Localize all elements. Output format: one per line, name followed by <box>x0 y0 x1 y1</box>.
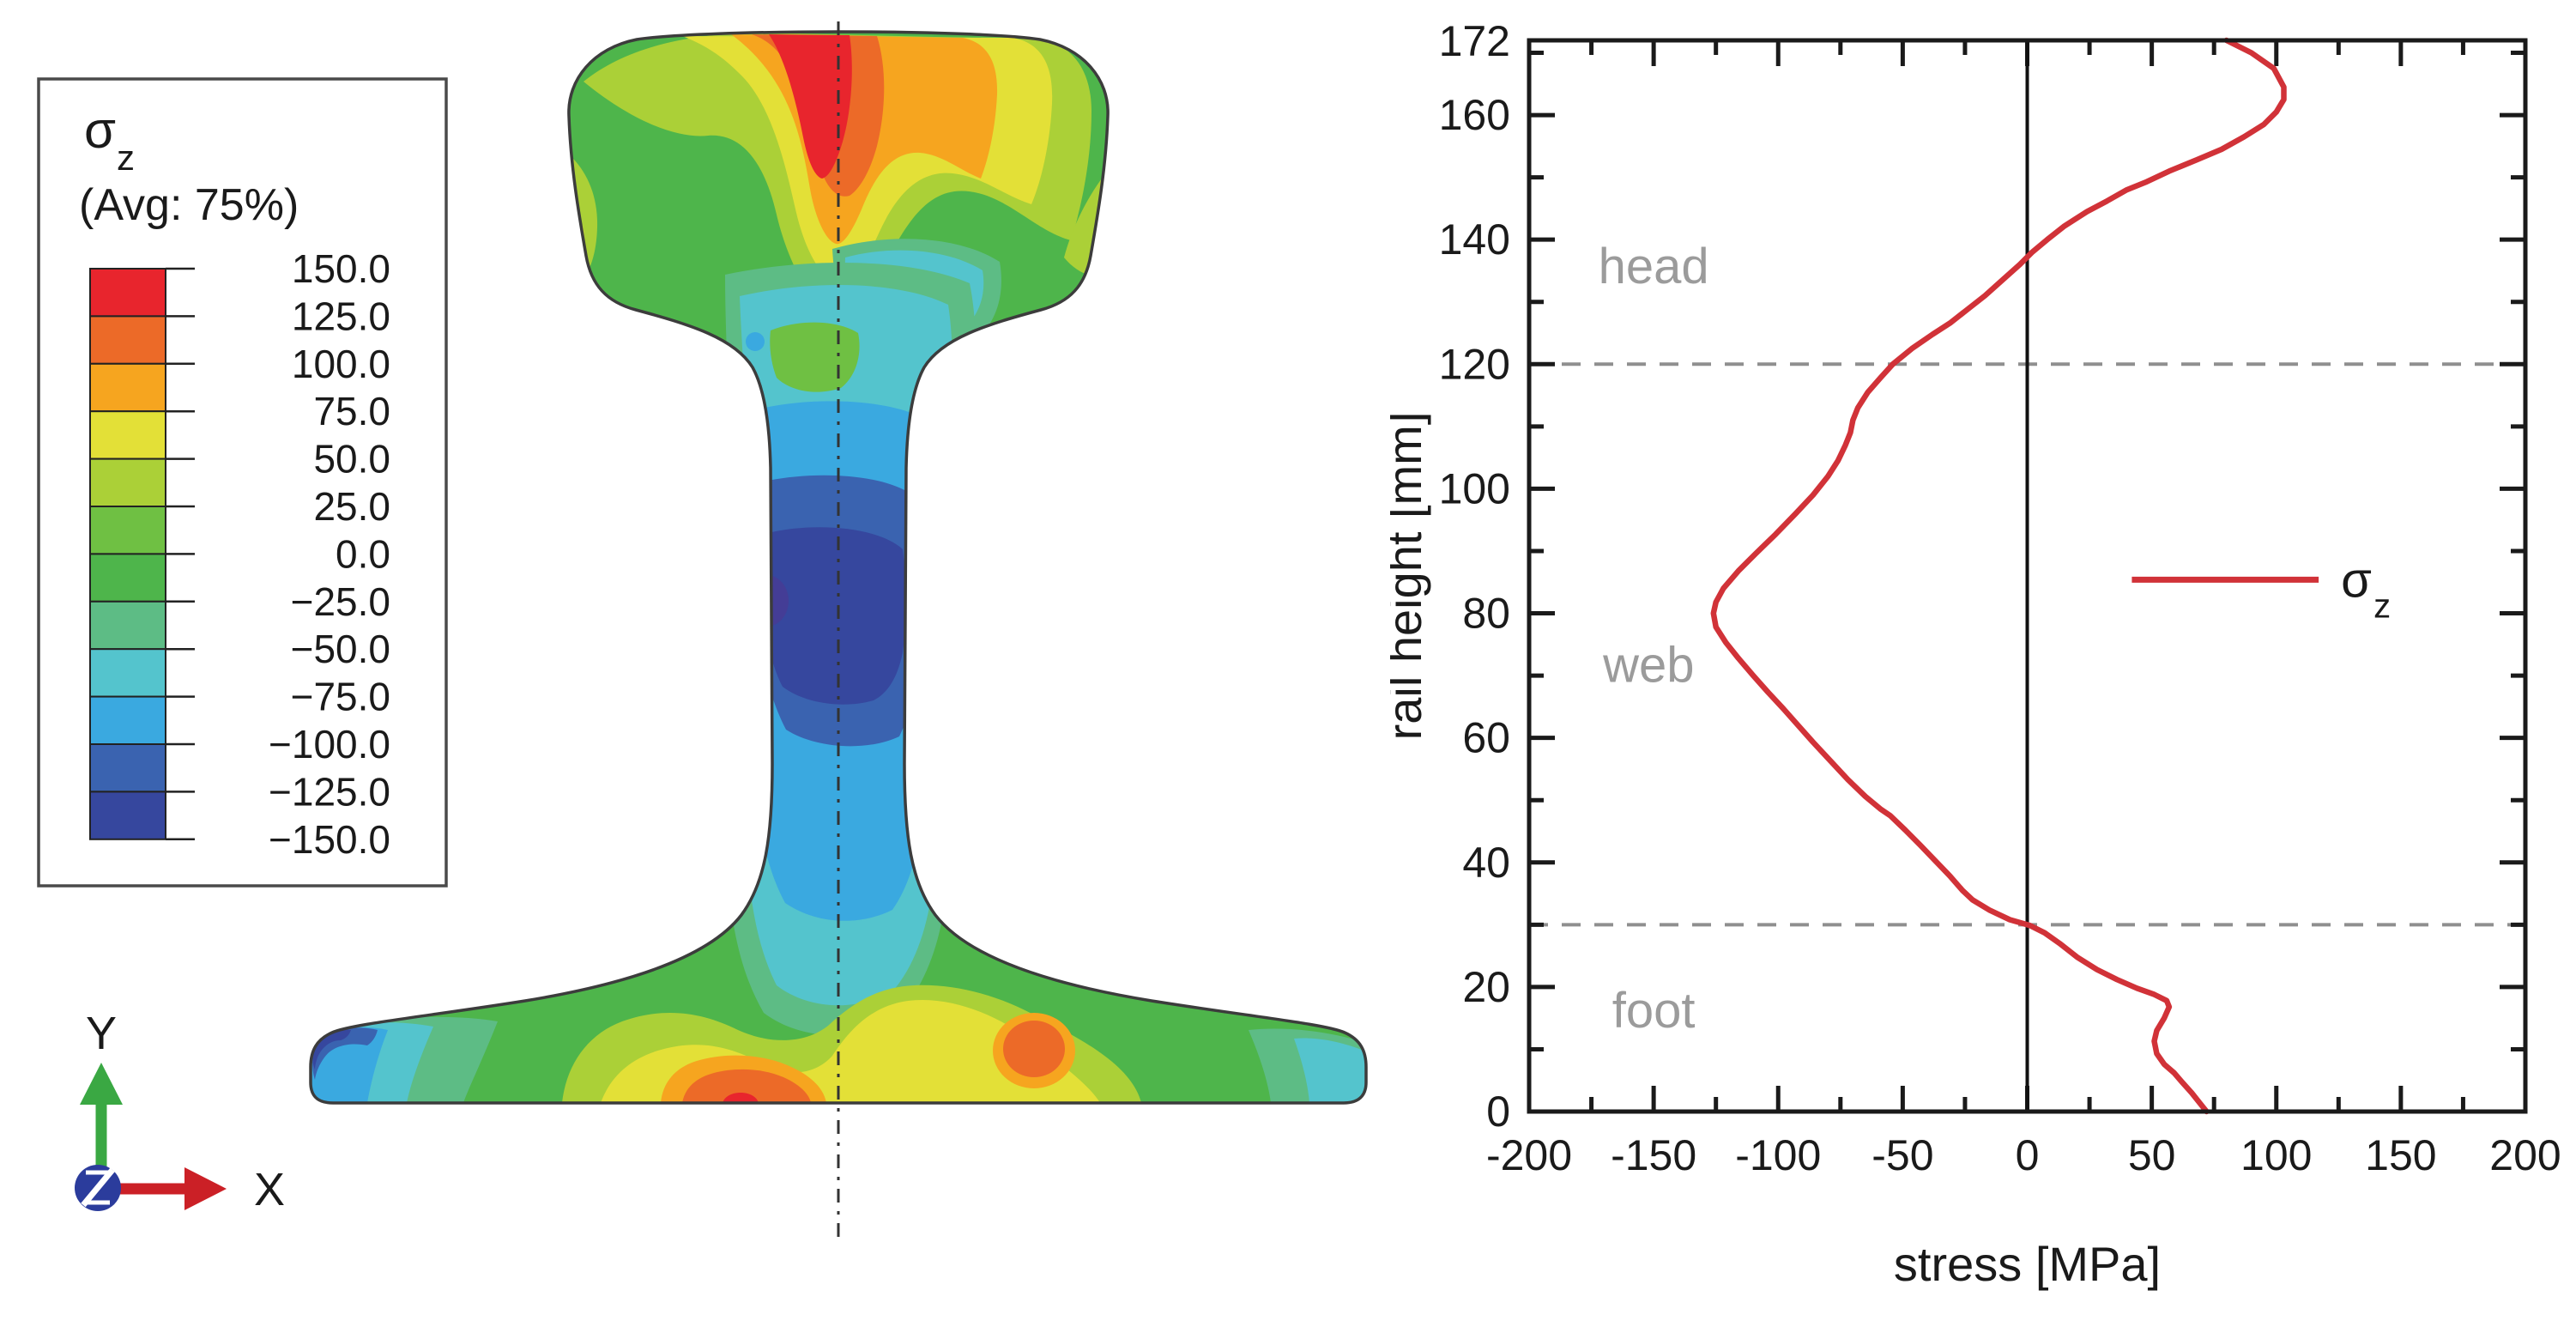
stress-profile-chart: -200 -150 -100 -50 0 50 100 150 200 0 20 40 60 80 100 1… <box>1390 17 2561 1291</box>
legend-swatch <box>89 457 166 507</box>
contour-web-darkblue-core <box>757 527 906 705</box>
y-tick-label: 140 <box>1439 215 1510 264</box>
region-labels: head web foot <box>1599 239 1709 1039</box>
legend-swatch <box>89 553 166 603</box>
legend-swatch <box>89 600 166 651</box>
contour-foot-red-dot <box>723 1093 759 1103</box>
stress-contour-field <box>311 32 1366 1103</box>
y-axis-arrowhead <box>80 1063 123 1105</box>
legend-level-label: −25.0 <box>291 579 390 624</box>
legend-swatch <box>89 648 166 698</box>
contour-righttip-teal <box>1294 1038 1366 1103</box>
region-label-web: web <box>1602 637 1694 693</box>
legend-level-label: −100.0 <box>269 722 390 766</box>
x-tick-label: -150 <box>1611 1131 1696 1179</box>
legend-level-label: 50.0 <box>313 437 390 482</box>
x-tick-label: -50 <box>1872 1131 1933 1179</box>
rail-contour-panel: σ z (Avg: 75%) 150.0125.0100.075.050.025… <box>37 21 1368 1240</box>
y-tick-label: 20 <box>1462 963 1510 1011</box>
rail-outline <box>309 30 1368 1105</box>
contour-foot-orange-left <box>682 1069 811 1103</box>
legend-swatch <box>89 362 166 413</box>
contour-fillet-blue-dot <box>746 332 765 351</box>
legend-swatch <box>89 743 166 793</box>
x-tick-label: 50 <box>2128 1131 2176 1179</box>
legend-swatch <box>89 506 166 555</box>
legend-swatch <box>89 315 166 365</box>
legend-level-label: 125.0 <box>292 294 390 338</box>
axis-tick-labels: -200 -150 -100 -50 0 50 100 150 200 0 20 40 60 80 100 1… <box>1439 17 2561 1179</box>
contour-head-red-hotspot <box>769 34 852 179</box>
legend-sigma-subscript: z <box>2373 587 2391 625</box>
y-tick-label: 0 <box>1486 1088 1510 1136</box>
y-tick-label: 160 <box>1439 91 1510 139</box>
legend-subtitle: (Avg: 75%) <box>79 180 299 230</box>
legend-level-label: 150.0 <box>292 246 390 291</box>
legend-level-label: −125.0 <box>269 769 390 814</box>
legend-swatch <box>89 268 166 318</box>
contour-web-deep-spot <box>744 575 789 627</box>
legend-swatch <box>89 791 166 840</box>
legend-title-subscript: z <box>117 137 135 178</box>
y-tick-label: 100 <box>1439 464 1510 512</box>
legend-level-label: 75.0 <box>313 389 390 433</box>
x-tick-label: 0 <box>2016 1131 2040 1179</box>
x-tick-label: -100 <box>1735 1131 1821 1179</box>
y-tick-label: 80 <box>1462 590 1510 638</box>
plot-frame <box>1527 38 2528 1114</box>
legend-sigma-label: σ <box>2341 552 2372 608</box>
legend-swatch <box>89 410 166 460</box>
x-axis-title: stress [MPa] <box>1894 1237 2161 1291</box>
y-tick-label: 120 <box>1439 340 1510 388</box>
y-axis-title: rail height [mm] <box>1390 412 1431 741</box>
y-tick-label: 40 <box>1462 839 1510 887</box>
x-axis-arrowhead <box>184 1167 227 1210</box>
contour-legend: σ z (Avg: 75%) 150.0125.0100.075.050.025… <box>37 77 448 888</box>
legend-swatch <box>89 695 166 745</box>
contour-webtop-green-patch <box>770 322 860 392</box>
z-axis-glyph-stroke <box>81 1167 115 1208</box>
y-tick-label: 60 <box>1462 714 1510 762</box>
legend-title-sigma: σ <box>84 101 116 159</box>
coordinate-triad: Y X <box>75 1008 285 1215</box>
legend-level-label: −75.0 <box>291 675 390 719</box>
x-tick-label: 100 <box>2240 1131 2312 1179</box>
y-tick-label-top: 172 <box>1439 17 1510 65</box>
x-tick-label: -200 <box>1486 1131 1572 1179</box>
contour-foot-orange-right <box>1003 1021 1065 1077</box>
legend-level-label: 0.0 <box>336 531 390 576</box>
legend-level-label: −150.0 <box>269 817 390 862</box>
legend-level-label: 100.0 <box>292 342 390 386</box>
region-label-head: head <box>1599 239 1709 294</box>
x-tick-label: 150 <box>2365 1131 2436 1179</box>
sigma-z-curve <box>1710 37 2287 1115</box>
triad-x-label: X <box>254 1164 285 1215</box>
legend-level-label: 25.0 <box>313 484 390 529</box>
legend-colorbar: 150.0125.0100.075.050.025.00.0−25.0−50.0… <box>89 246 390 862</box>
triad-y-label: Y <box>86 1008 117 1059</box>
legend-level-label: −50.0 <box>291 627 390 671</box>
stress-curve <box>1710 37 2287 1115</box>
x-tick-label: 200 <box>2489 1131 2561 1179</box>
region-label-foot: foot <box>1612 983 1696 1039</box>
